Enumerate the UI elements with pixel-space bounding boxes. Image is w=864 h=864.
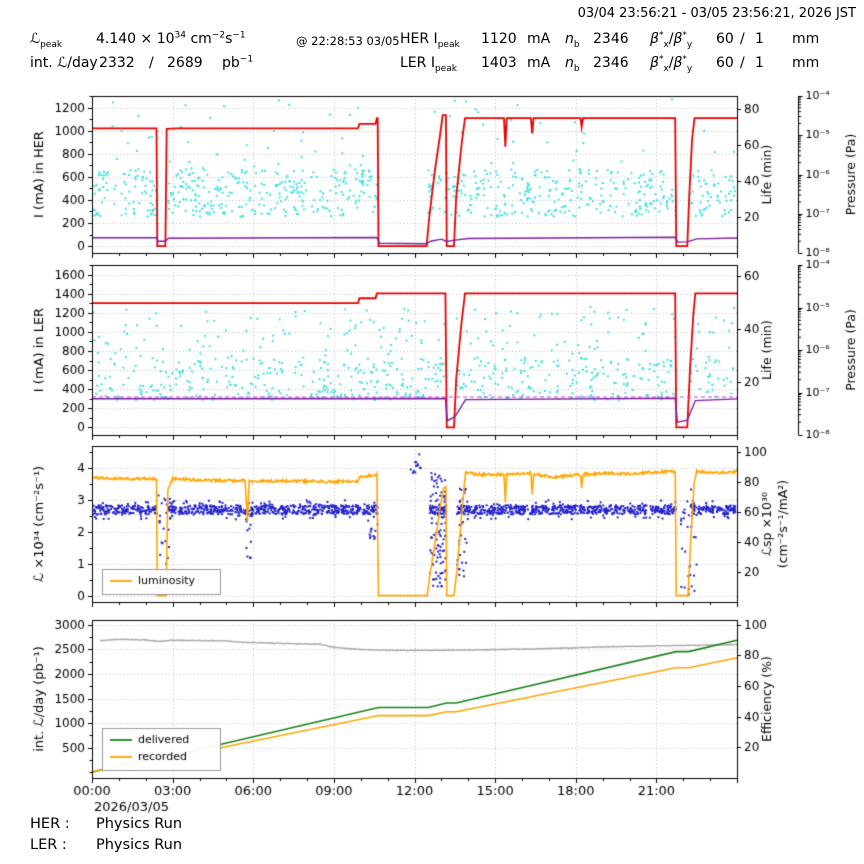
her-run-status: Physics Run — [96, 816, 183, 832]
ler-run-label: LER : — [30, 837, 67, 853]
ler-run-status: Physics Run — [96, 837, 183, 853]
her-run-label: HER : — [30, 816, 70, 832]
